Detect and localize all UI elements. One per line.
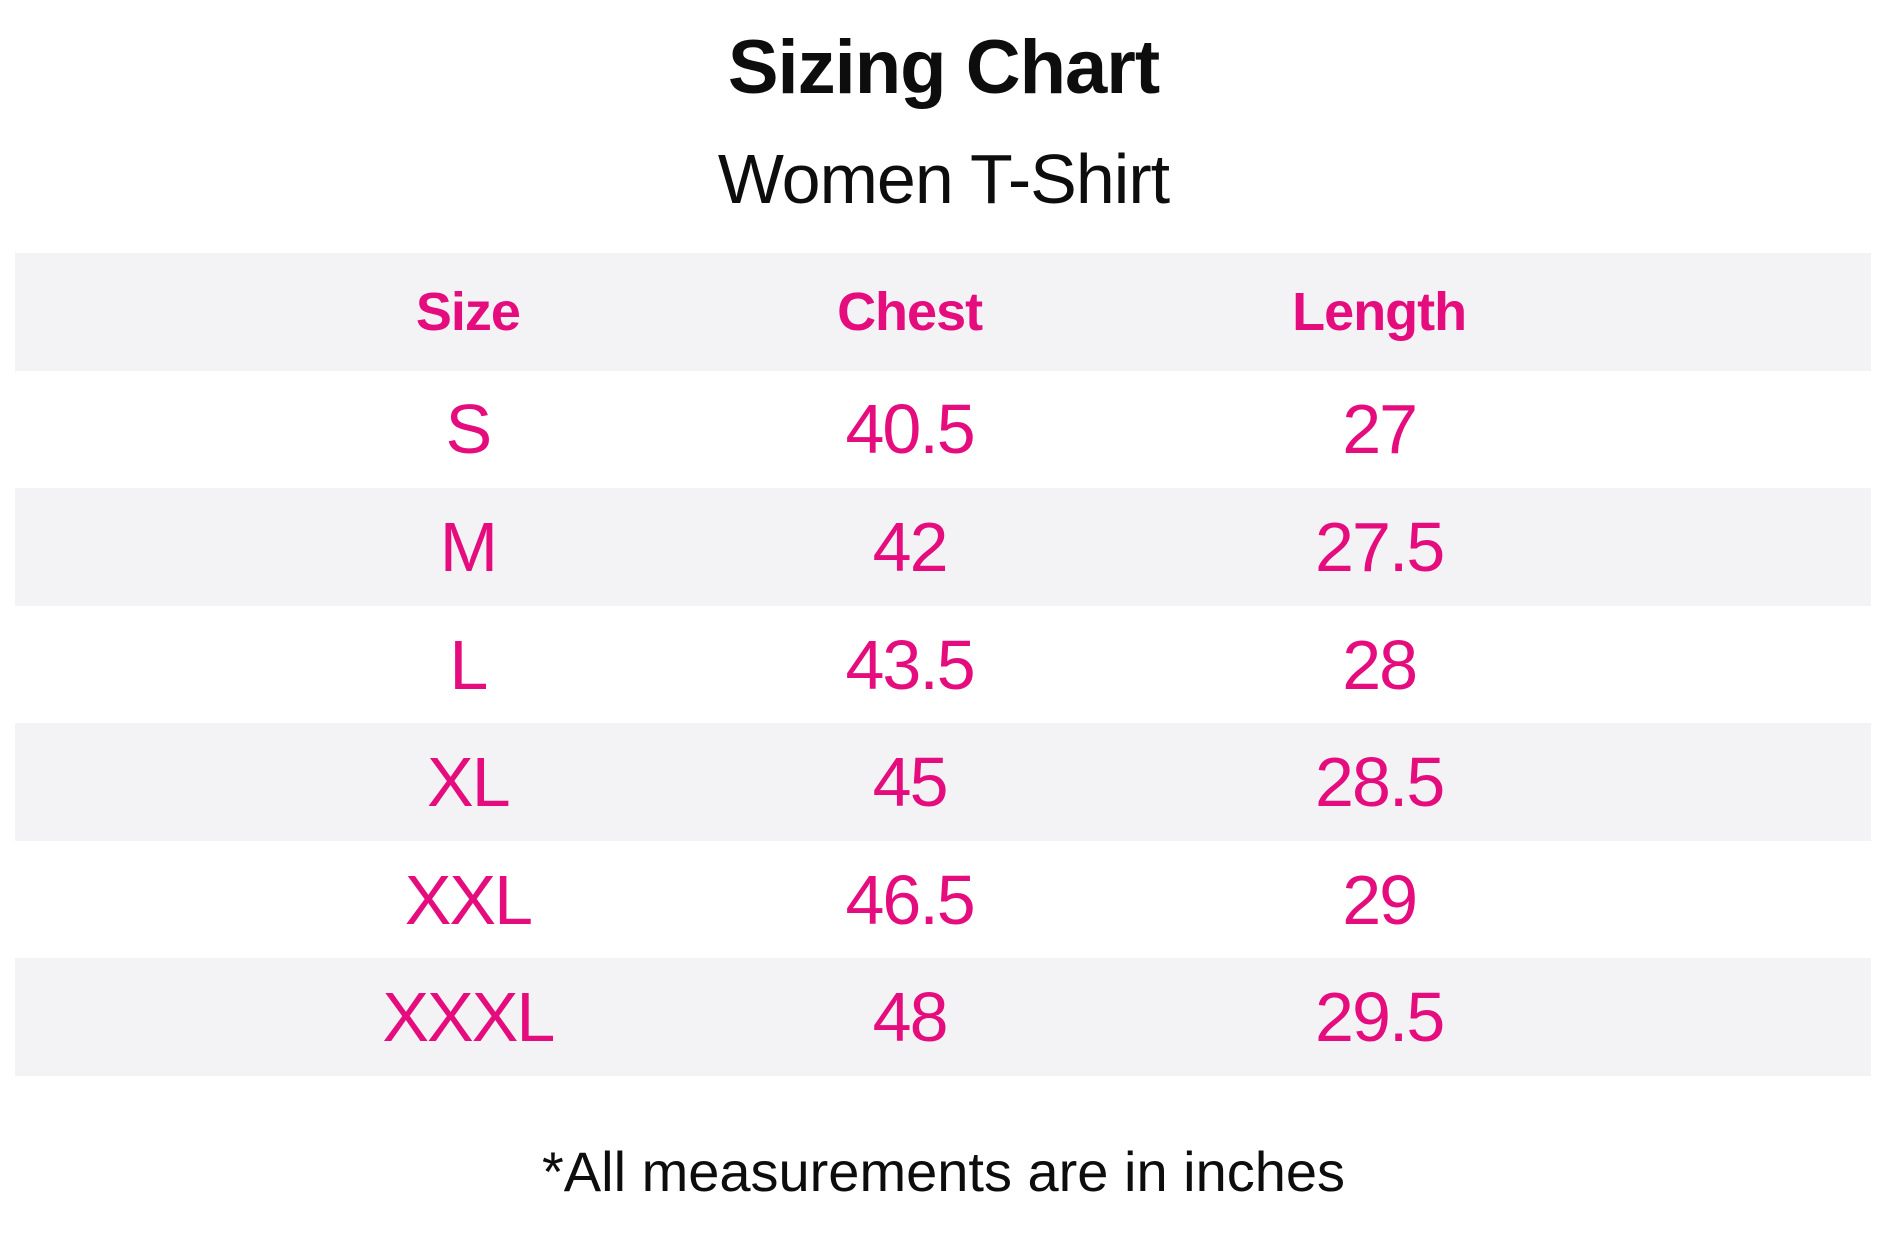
table-row-xxl: XXL 46.5 29 xyxy=(15,841,1871,959)
size-value: M xyxy=(439,507,498,586)
length-value: 28.5 xyxy=(1315,743,1445,822)
page-title: Sizing Chart xyxy=(727,25,1160,110)
length-value: 27 xyxy=(1342,390,1418,469)
table-row-xl: XL 45 28.5 xyxy=(15,723,1871,841)
table-row-l: L 43.5 28 xyxy=(15,606,1871,724)
length-value: 29.5 xyxy=(1315,978,1445,1057)
chest-value: 40.5 xyxy=(845,390,975,469)
size-value: XXXL xyxy=(382,978,555,1057)
size-value: S xyxy=(445,390,493,469)
sizing-table: Size Chest Length S 40.5 27 M 42 27.5 L … xyxy=(15,253,1871,1077)
chest-value: 46.5 xyxy=(845,860,975,939)
length-value: 28 xyxy=(1342,625,1418,704)
chest-value: 42 xyxy=(872,507,949,586)
size-value: XXL xyxy=(404,860,533,939)
table-row-xxxl: XXXL 48 29.5 xyxy=(15,958,1871,1077)
table-row-m: M 42 27.5 xyxy=(15,488,1871,606)
table-row-s: S 40.5 27 xyxy=(15,371,1871,489)
table-header-row: Size Chest Length xyxy=(15,253,1871,371)
length-value: 27.5 xyxy=(1315,507,1445,586)
column-header-length: Length xyxy=(1292,281,1467,342)
size-value: L xyxy=(449,625,488,704)
chest-value: 43.5 xyxy=(845,625,975,704)
size-value: XL xyxy=(427,743,511,822)
column-header-chest: Chest xyxy=(837,281,983,342)
measurements-footnote: *All measurements are in inches xyxy=(541,1140,1346,1203)
column-header-size: Size xyxy=(415,281,521,342)
page-subtitle: Women T-Shirt xyxy=(717,140,1170,218)
chest-value: 45 xyxy=(872,743,949,822)
length-value: 29 xyxy=(1342,860,1418,939)
chest-value: 48 xyxy=(872,978,949,1057)
